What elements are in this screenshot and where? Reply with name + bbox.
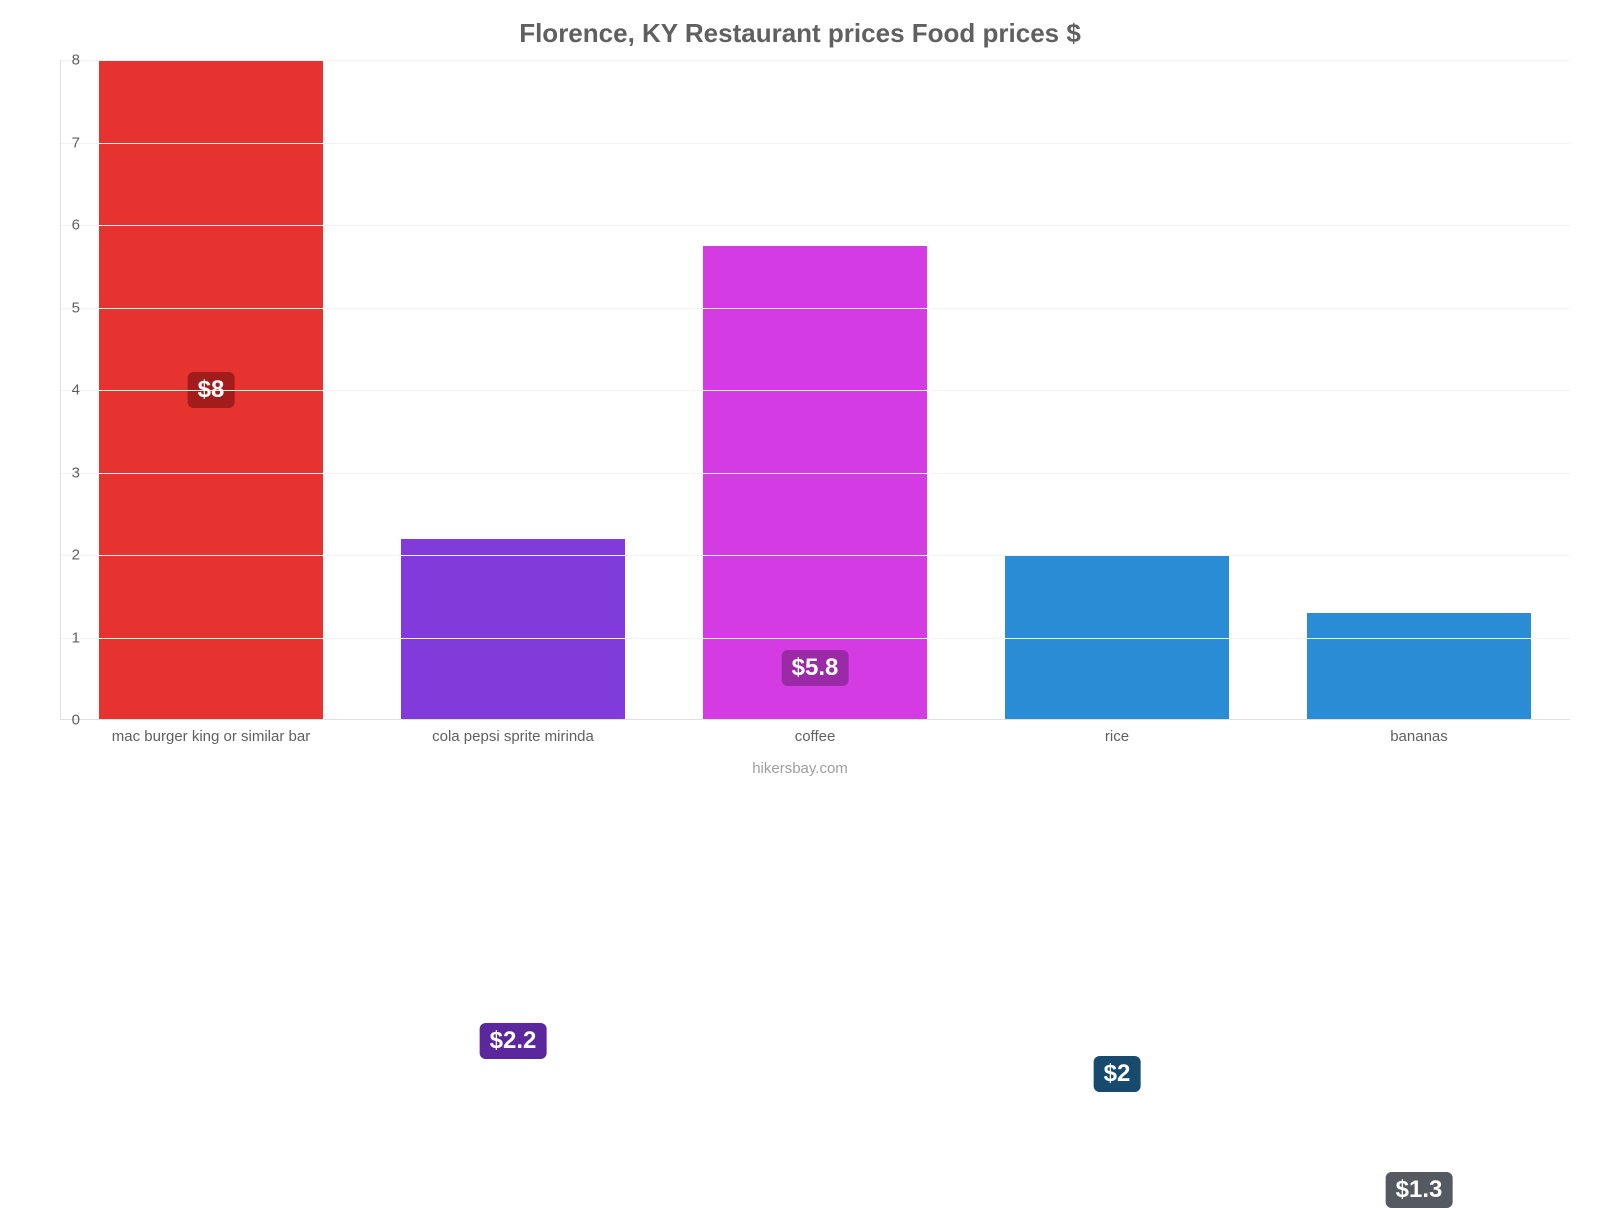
- y-tick-label: 4: [40, 382, 80, 399]
- x-tick-label: coffee: [795, 728, 836, 745]
- y-tick-label: 3: [40, 464, 80, 481]
- bar: $5.8: [703, 246, 926, 720]
- x-tick-label: rice: [1105, 728, 1129, 745]
- chart-title: Florence, KY Restaurant prices Food pric…: [0, 18, 1600, 49]
- value-badge: $1.3: [1386, 1172, 1453, 1208]
- grid-line: [60, 473, 1570, 474]
- value-badge: $2: [1094, 1056, 1141, 1092]
- y-tick-label: 7: [40, 134, 80, 151]
- y-tick-label: 2: [40, 547, 80, 564]
- x-tick-label: cola pepsi sprite mirinda: [432, 728, 594, 745]
- y-tick-label: 8: [40, 52, 80, 69]
- plot-area: $8$2.2$5.8$2$1.3: [60, 60, 1570, 720]
- value-badge: $5.8: [782, 650, 849, 686]
- x-tick-label: mac burger king or similar bar: [112, 728, 310, 745]
- grid-line: [60, 60, 1570, 61]
- x-axis-line: [60, 719, 1570, 720]
- price-bar-chart: Florence, KY Restaurant prices Food pric…: [0, 0, 1600, 800]
- y-tick-label: 1: [40, 629, 80, 646]
- y-tick-label: 5: [40, 299, 80, 316]
- value-badge: $2.2: [480, 1023, 547, 1059]
- bar: $1.3: [1307, 613, 1530, 720]
- grid-line: [60, 308, 1570, 309]
- grid-line: [60, 225, 1570, 226]
- grid-line: [60, 143, 1570, 144]
- y-tick-label: 6: [40, 217, 80, 234]
- credit-text: hikersbay.com: [0, 760, 1600, 777]
- grid-line: [60, 555, 1570, 556]
- y-tick-label: 0: [40, 712, 80, 729]
- x-tick-label: bananas: [1390, 728, 1448, 745]
- bar: $2.2: [401, 539, 624, 721]
- grid-line: [60, 390, 1570, 391]
- grid-line: [60, 638, 1570, 639]
